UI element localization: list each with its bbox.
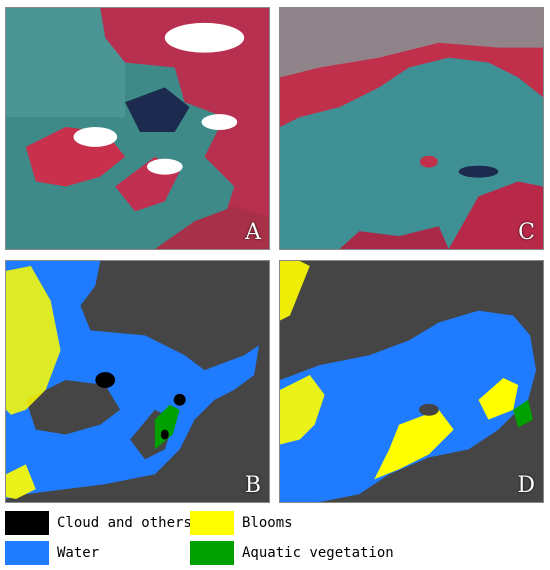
classification-map-d: [280, 261, 543, 502]
legend-swatch-aquatic-vegetation: [190, 541, 234, 565]
legend-swatch-blooms: [190, 511, 234, 535]
legend-item-cloud: Cloud and others: [5, 509, 192, 537]
panel-d-classification-map: D: [279, 260, 544, 503]
legend-row-2: Water Aquatic vegetation: [0, 539, 550, 567]
legend-item-blooms: Blooms: [190, 509, 293, 537]
panel-c-satellite-image: C: [279, 7, 544, 250]
panel-label-d: D: [517, 473, 535, 498]
panel-label-a: A: [245, 220, 261, 245]
panel-label-c: C: [518, 220, 535, 245]
legend-item-aquatic-vegetation: Aquatic vegetation: [190, 539, 394, 567]
classification-map-b: [6, 261, 269, 502]
panel-a-satellite-image: A: [5, 7, 270, 250]
panel-label-b: B: [244, 473, 261, 498]
legend-label-blooms: Blooms: [242, 515, 293, 531]
legend-label-water: Water: [57, 545, 100, 561]
panel-b-classification-map: B: [5, 260, 270, 503]
satellite-image-a: [6, 8, 269, 249]
legend-label-aquatic-vegetation: Aquatic vegetation: [242, 545, 394, 561]
legend-label-cloud: Cloud and others: [57, 515, 192, 531]
legend-item-water: Water: [5, 539, 99, 567]
legend-swatch-water: [5, 541, 49, 565]
satellite-image-c: [280, 8, 543, 249]
legend-row-1: Cloud and others Blooms: [0, 509, 550, 537]
legend-swatch-cloud: [5, 511, 49, 535]
